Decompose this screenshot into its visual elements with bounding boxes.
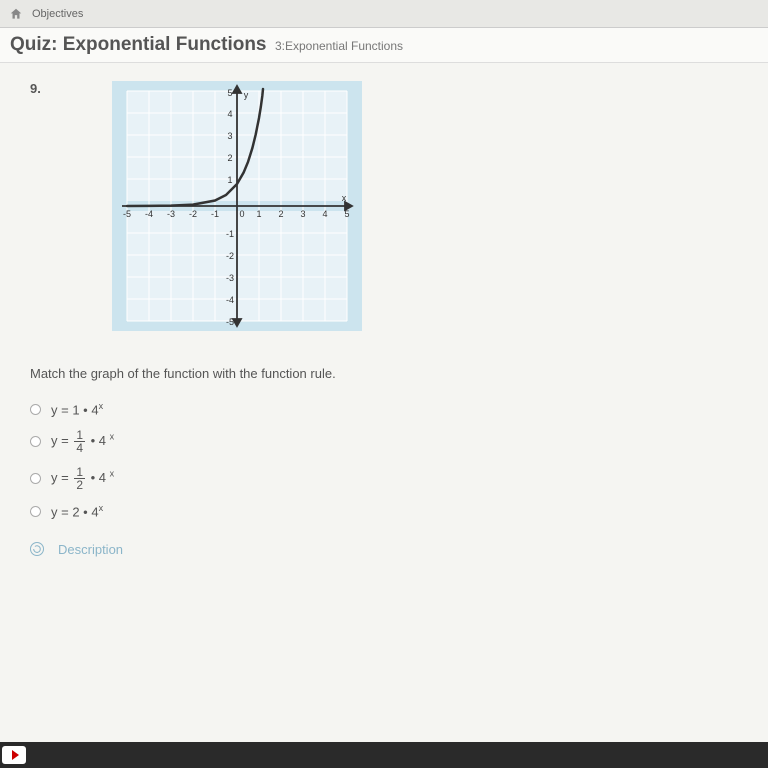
svg-text:-1: -1 xyxy=(211,209,219,219)
svg-text:-4: -4 xyxy=(226,295,234,305)
radio-icon[interactable] xyxy=(30,436,41,447)
svg-text:-5: -5 xyxy=(123,209,131,219)
radio-icon[interactable] xyxy=(30,473,41,484)
taskbar xyxy=(0,742,768,768)
objectives-label[interactable]: Objectives xyxy=(32,8,83,20)
option-b[interactable]: y = 14 • 4 x xyxy=(30,429,738,454)
svg-text:3: 3 xyxy=(301,209,306,219)
question-prompt: Match the graph of the function with the… xyxy=(30,366,738,381)
option-label: y = 1 • 4x xyxy=(51,401,103,417)
svg-text:-3: -3 xyxy=(167,209,175,219)
svg-text:-1: -1 xyxy=(226,229,234,239)
option-a[interactable]: y = 1 • 4x xyxy=(30,401,738,417)
option-label: y = 14 • 4 x xyxy=(51,429,114,454)
svg-text:4: 4 xyxy=(228,109,233,119)
radio-icon[interactable] xyxy=(30,506,41,517)
svg-text:0: 0 xyxy=(240,209,245,219)
svg-text:2: 2 xyxy=(279,209,284,219)
option-label: y = 12 • 4 x xyxy=(51,466,114,491)
option-c[interactable]: y = 12 • 4 x xyxy=(30,466,738,491)
title-bar: Quiz: Exponential Functions 3:Exponentia… xyxy=(0,28,768,63)
radio-icon[interactable] xyxy=(30,404,41,415)
option-d[interactable]: y = 2 • 4x xyxy=(30,503,738,519)
option-label: y = 2 • 4x xyxy=(51,503,103,519)
refresh-icon[interactable] xyxy=(30,542,44,556)
youtube-icon[interactable] xyxy=(2,746,26,764)
svg-text:-3: -3 xyxy=(226,273,234,283)
quiz-subtitle: 3:Exponential Functions xyxy=(275,39,403,53)
question-number: 9. xyxy=(30,81,58,96)
svg-text:2: 2 xyxy=(228,153,233,163)
exponential-graph: -5 -4 -3 -2 -1 0 1 2 3 4 5 5 4 3 2 1 -1 -2 -3 -4 -5 y… xyxy=(112,81,362,331)
svg-text:5: 5 xyxy=(345,209,350,219)
svg-text:5: 5 xyxy=(228,88,233,98)
svg-text:x: x xyxy=(342,193,347,203)
description-link[interactable]: Description xyxy=(58,542,123,557)
svg-text:1: 1 xyxy=(228,175,233,185)
question-content: 9. xyxy=(0,63,768,575)
home-icon[interactable] xyxy=(8,6,24,22)
svg-text:1: 1 xyxy=(257,209,262,219)
svg-text:-4: -4 xyxy=(145,209,153,219)
graph-panel: -5 -4 -3 -2 -1 0 1 2 3 4 5 5 4 3 2 1 -1 -2 -3 -4 -5 y… xyxy=(112,81,362,331)
svg-text:4: 4 xyxy=(323,209,328,219)
description-row[interactable]: Description xyxy=(30,542,738,557)
svg-text:3: 3 xyxy=(228,131,233,141)
svg-text:y: y xyxy=(244,90,249,100)
top-toolbar: Objectives xyxy=(0,0,768,28)
svg-text:-2: -2 xyxy=(226,251,234,261)
quiz-title: Quiz: Exponential Functions xyxy=(10,34,267,55)
svg-text:-2: -2 xyxy=(189,209,197,219)
svg-text:-5: -5 xyxy=(226,317,234,327)
